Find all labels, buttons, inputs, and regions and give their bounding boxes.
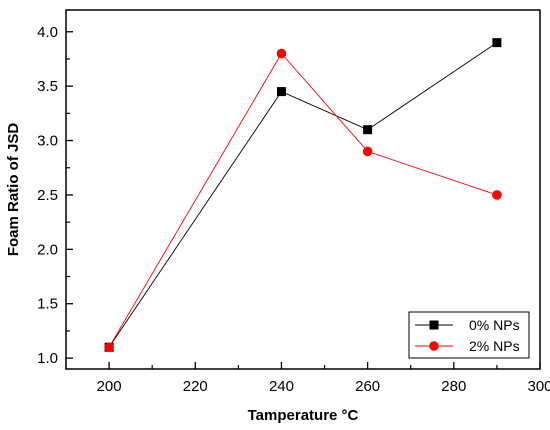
- data-point: [363, 125, 373, 135]
- series-1: [104, 38, 502, 352]
- series-line: [108, 42, 498, 348]
- data-point: [276, 87, 286, 97]
- data-point: [276, 48, 287, 59]
- legend: 0% NPs 2% NPs: [408, 311, 530, 359]
- series-2: [104, 48, 502, 353]
- legend-marker: [429, 341, 439, 351]
- legend-box: [408, 311, 530, 359]
- ticks-layer: 200 220 240 260 280 300 1.0 1.5 2.0 2.5 3.0 3.5 4.0: [37, 24, 550, 395]
- y-tick-label: 4.0: [37, 24, 58, 41]
- data-point: [492, 190, 502, 200]
- y-tick-label: 2.5: [37, 187, 58, 204]
- data-point: [362, 146, 373, 157]
- series-layer: [104, 38, 502, 353]
- y-axis-label: Foam Ratio of JSD: [5, 123, 22, 257]
- x-tick-label: 240: [269, 378, 294, 395]
- x-tick-label: 200: [97, 378, 122, 395]
- legend-label: 2% NPs: [469, 338, 520, 354]
- x-tick-label: 220: [183, 378, 208, 395]
- y-tick-label: 1.0: [37, 350, 58, 367]
- legend-label: 0% NPs: [469, 317, 520, 333]
- y-tick-label: 3.0: [37, 133, 58, 150]
- x-tick-label: 260: [355, 378, 380, 395]
- series-line: [108, 52, 498, 348]
- data-point: [492, 38, 502, 48]
- legend-marker: [429, 320, 439, 330]
- y-tick-label: 3.5: [37, 78, 58, 95]
- y-tick-label: 1.5: [37, 296, 58, 313]
- x-tick-label: 280: [441, 378, 466, 395]
- plot-frame: [65, 9, 541, 370]
- x-tick-label: 300: [527, 378, 550, 395]
- y-tick-label: 2.0: [37, 241, 58, 258]
- data-point: [104, 342, 114, 353]
- x-axis-label: Tamperature °C: [248, 407, 359, 424]
